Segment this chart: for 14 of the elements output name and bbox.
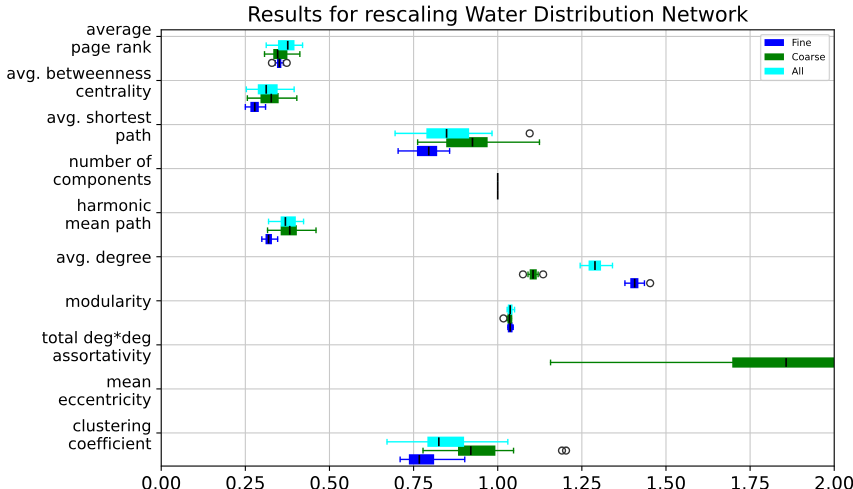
y-tick-label: clustering coefficient [68, 419, 152, 450]
y-tick-label: avg. shortest path [47, 110, 152, 144]
legend-label: Coarse [792, 53, 825, 60]
y-tick-label: mean eccentricity [58, 378, 152, 408]
y-tick-label: harmonic mean path [66, 198, 151, 232]
legend-label: Fine [792, 38, 811, 46]
y-tick-label: average page rank [72, 26, 152, 56]
chart-title: Results for rescaling Water Distribution Network [249, 6, 748, 26]
y-tick-label: avg. degree [56, 250, 151, 266]
legend-label: All [792, 67, 803, 75]
y-tick-label: total deg*deg assortativity [42, 331, 152, 364]
y-tick-label: number of components [54, 154, 152, 188]
y-tick-label: modularity [66, 294, 152, 310]
y-tick-label: avg. betweenness centrality [7, 66, 152, 100]
